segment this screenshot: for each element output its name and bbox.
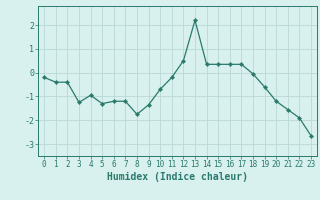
X-axis label: Humidex (Indice chaleur): Humidex (Indice chaleur) [107, 172, 248, 182]
